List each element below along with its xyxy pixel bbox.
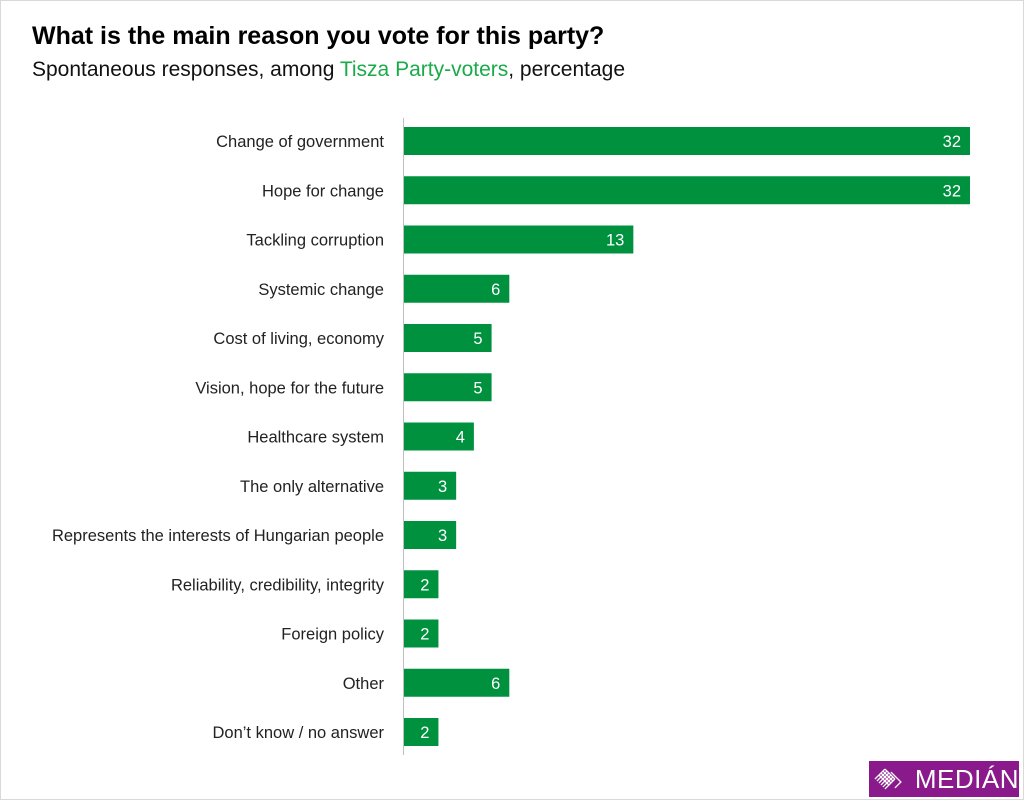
category-label: Foreign policy bbox=[281, 626, 384, 644]
bar bbox=[403, 619, 439, 648]
data-label: 3 bbox=[438, 527, 447, 545]
bar bbox=[403, 668, 510, 697]
bar bbox=[403, 274, 510, 303]
category-label: Tackling corruption bbox=[246, 232, 384, 250]
category-label: Don’t know / no answer bbox=[212, 724, 384, 742]
bar bbox=[403, 718, 439, 746]
category-label: Change of government bbox=[216, 133, 384, 151]
subtitle-highlight: Tisza Party-voters bbox=[339, 58, 509, 81]
data-label: 6 bbox=[491, 281, 500, 299]
data-label: 3 bbox=[438, 478, 447, 496]
data-label: 5 bbox=[473, 330, 482, 348]
data-label: 32 bbox=[943, 133, 961, 151]
data-label: 2 bbox=[420, 626, 429, 644]
subtitle-text-end: , percentage bbox=[508, 58, 626, 81]
bar bbox=[403, 225, 634, 254]
category-label: Healthcare system bbox=[247, 429, 384, 447]
category-label: Cost of living, economy bbox=[213, 330, 384, 348]
data-label: 6 bbox=[491, 675, 500, 693]
subtitle-text: Spontaneous responses, among bbox=[32, 58, 340, 81]
category-label: Other bbox=[343, 675, 385, 693]
bar bbox=[403, 176, 970, 205]
bar bbox=[403, 471, 457, 500]
data-label: 13 bbox=[606, 232, 624, 250]
category-label: Reliability, credibility, integrity bbox=[171, 576, 385, 594]
bar bbox=[403, 570, 439, 599]
data-label: 2 bbox=[420, 576, 429, 594]
category-label: Hope for change bbox=[262, 182, 384, 200]
category-label: Systemic change bbox=[258, 281, 384, 299]
logo-text: MEDIÁN bbox=[914, 763, 1019, 794]
bar bbox=[403, 521, 457, 549]
data-label: 5 bbox=[473, 379, 482, 397]
category-label: The only alternative bbox=[240, 478, 384, 496]
logo-diamond-icon bbox=[874, 768, 902, 790]
bar bbox=[403, 324, 492, 352]
chart-subtitle: Spontaneous responses, among Tisza Party… bbox=[32, 58, 625, 82]
chart-title: What is the main reason you vote for thi… bbox=[32, 22, 605, 50]
category-label: Vision, hope for the future bbox=[195, 379, 384, 397]
bar bbox=[403, 422, 474, 451]
bar bbox=[403, 127, 970, 155]
data-label: 4 bbox=[456, 429, 465, 447]
bar bbox=[403, 373, 492, 402]
median-logo: MEDIÁN bbox=[869, 761, 1019, 797]
category-label: Represents the interests of Hungarian pe… bbox=[52, 527, 384, 545]
data-label: 32 bbox=[943, 182, 961, 200]
data-label: 2 bbox=[420, 724, 429, 742]
